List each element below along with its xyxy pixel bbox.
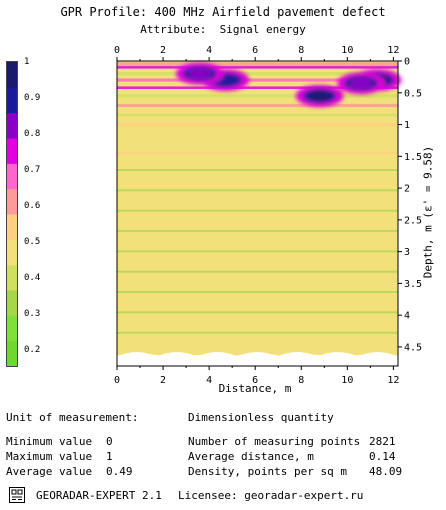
heatmap-stripe (117, 78, 398, 82)
x-tick-label-top: 4 (206, 45, 212, 56)
colorbar-band (7, 315, 17, 342)
heatmap-stripe (117, 122, 398, 127)
heatmap-stripe (117, 151, 398, 155)
y-tick-label: 4 (404, 311, 410, 322)
heatmap-stripe (117, 66, 398, 69)
x-tick-label-top: 12 (387, 45, 399, 56)
avg-label: Average value (6, 465, 93, 478)
colorbar-band (7, 112, 17, 139)
gpr-profile-plot: 0 0 2 2 4 4 6 6 8 8 10 10 12 12 0 0.5 1 1.5 2 2.5 3 3.5 4 4.5 (114, 45, 422, 386)
y-tick-label: 0.5 (404, 88, 422, 99)
avg-value: 0.49 (106, 465, 133, 478)
max-label: Maximum value (6, 450, 93, 463)
heatmap-layers (117, 62, 398, 334)
x-axis-label: Distance, m (218, 382, 292, 395)
min-value: 0 (106, 435, 113, 448)
heatmap-stripe (117, 135, 398, 139)
heatmap-deep-band (117, 270, 398, 273)
colorbar-band (7, 188, 17, 215)
heatmap-deep-band (117, 209, 398, 212)
y-tick-label: 3 (404, 247, 410, 258)
colorbar-tick-label: 1 (24, 57, 30, 67)
unit-label: Unit of measurement: (6, 411, 139, 424)
x-tick-label-top: 2 (160, 45, 166, 56)
max-value: 1 (106, 450, 113, 463)
colorbar-band (7, 62, 17, 88)
colorbar-tick-label: 0.9 (24, 93, 41, 103)
colorbar-tick-label: 0.3 (24, 309, 41, 319)
heatmap-deep-band (117, 291, 398, 294)
heatmap-deep-band (117, 169, 398, 172)
y-tick-label: 2.5 (404, 215, 422, 226)
points-label: Number of measuring points (188, 435, 361, 448)
plot-frame (116, 60, 399, 367)
licensee: Licensee: georadar-expert.ru (178, 489, 364, 502)
min-label: Minimum value (6, 435, 93, 448)
y-axis-label: Depth, m (ε' = 9.58) (421, 145, 435, 279)
x-tick-label-bottom: 4 (206, 375, 212, 386)
colorbar-gradient (7, 62, 17, 366)
points-value: 2821 (369, 435, 396, 448)
heatmap-stripe (117, 86, 398, 89)
density-label: Density, points per sq m (188, 465, 347, 478)
heatmap-deep-band (117, 189, 398, 192)
chart-subtitle: Attribute: Signal energy (140, 23, 306, 36)
colorbar-tick-label: 0.2 (24, 345, 41, 355)
colorbar-tick-label: 0.7 (24, 165, 41, 175)
y-tick-label: 3.5 (404, 279, 422, 290)
colorbar-band (7, 340, 17, 366)
chart-title: GPR Profile: 400 MHz Airfield pavement d… (60, 5, 386, 19)
anomaly-core (188, 68, 211, 79)
x-tick-label-bottom: 10 (341, 375, 353, 386)
x-tick-label-top: 10 (341, 45, 353, 56)
heatmap-deep-band (117, 230, 398, 233)
heatmap-stripe (117, 103, 398, 108)
colorbar-band (7, 163, 17, 190)
heatmap-background (117, 61, 398, 366)
colorbar-band (7, 214, 17, 240)
avgdist-label: Average distance, m (188, 450, 314, 463)
heatmap-deep-band (117, 250, 398, 253)
x-tick-label-bottom: 2 (160, 375, 166, 386)
colorbar-tick-label: 0.8 (24, 129, 41, 139)
x-tick-label-bottom: 12 (387, 375, 399, 386)
y-tick-label: 1 (404, 120, 410, 131)
anomalies (175, 62, 402, 107)
y-tick-label: 1.5 (404, 152, 422, 163)
unit-value: Dimensionless quantity (188, 411, 334, 424)
app-name: GEORADAR-EXPERT 2.1 (36, 489, 162, 502)
colorbar-band (7, 290, 17, 316)
heatmap-stripe (117, 113, 398, 117)
density-value: 48.09 (369, 465, 403, 478)
colorbar-tick-label: 0.6 (24, 201, 41, 211)
x-tick-label-bottom: 0 (114, 375, 120, 386)
georadar-logo-icon (9, 487, 25, 503)
colorbar-band (7, 87, 17, 114)
data-edge-mask (117, 352, 398, 366)
y-tick-label: 4.5 (404, 342, 422, 353)
heatmap-deep-band (117, 331, 398, 334)
x-tick-label-top: 6 (252, 45, 258, 56)
colorbar (6, 61, 18, 367)
anomaly-core (308, 90, 331, 101)
heatmap-stripe (117, 94, 398, 98)
avgdist-value: 0.14 (369, 450, 396, 463)
heatmap-stripe (117, 72, 398, 76)
heatmap-stripe (117, 62, 398, 67)
y-tick-label: 0 (404, 57, 410, 68)
x-tick-label-top: 0 (114, 45, 120, 56)
y-tick-label: 2 (404, 184, 410, 195)
colorbar-band (7, 138, 17, 164)
x-tick-label-bottom: 8 (298, 375, 304, 386)
heatmap-deep-band (117, 311, 398, 314)
x-tick-label-bottom: 6 (252, 375, 258, 386)
colorbar-tick-label: 0.4 (24, 273, 41, 283)
colorbar-band (7, 239, 17, 266)
anomaly-core (350, 78, 373, 89)
colorbar-band (7, 264, 17, 291)
colorbar-tick-label: 0.5 (24, 237, 41, 247)
x-tick-label-top: 8 (298, 45, 304, 56)
